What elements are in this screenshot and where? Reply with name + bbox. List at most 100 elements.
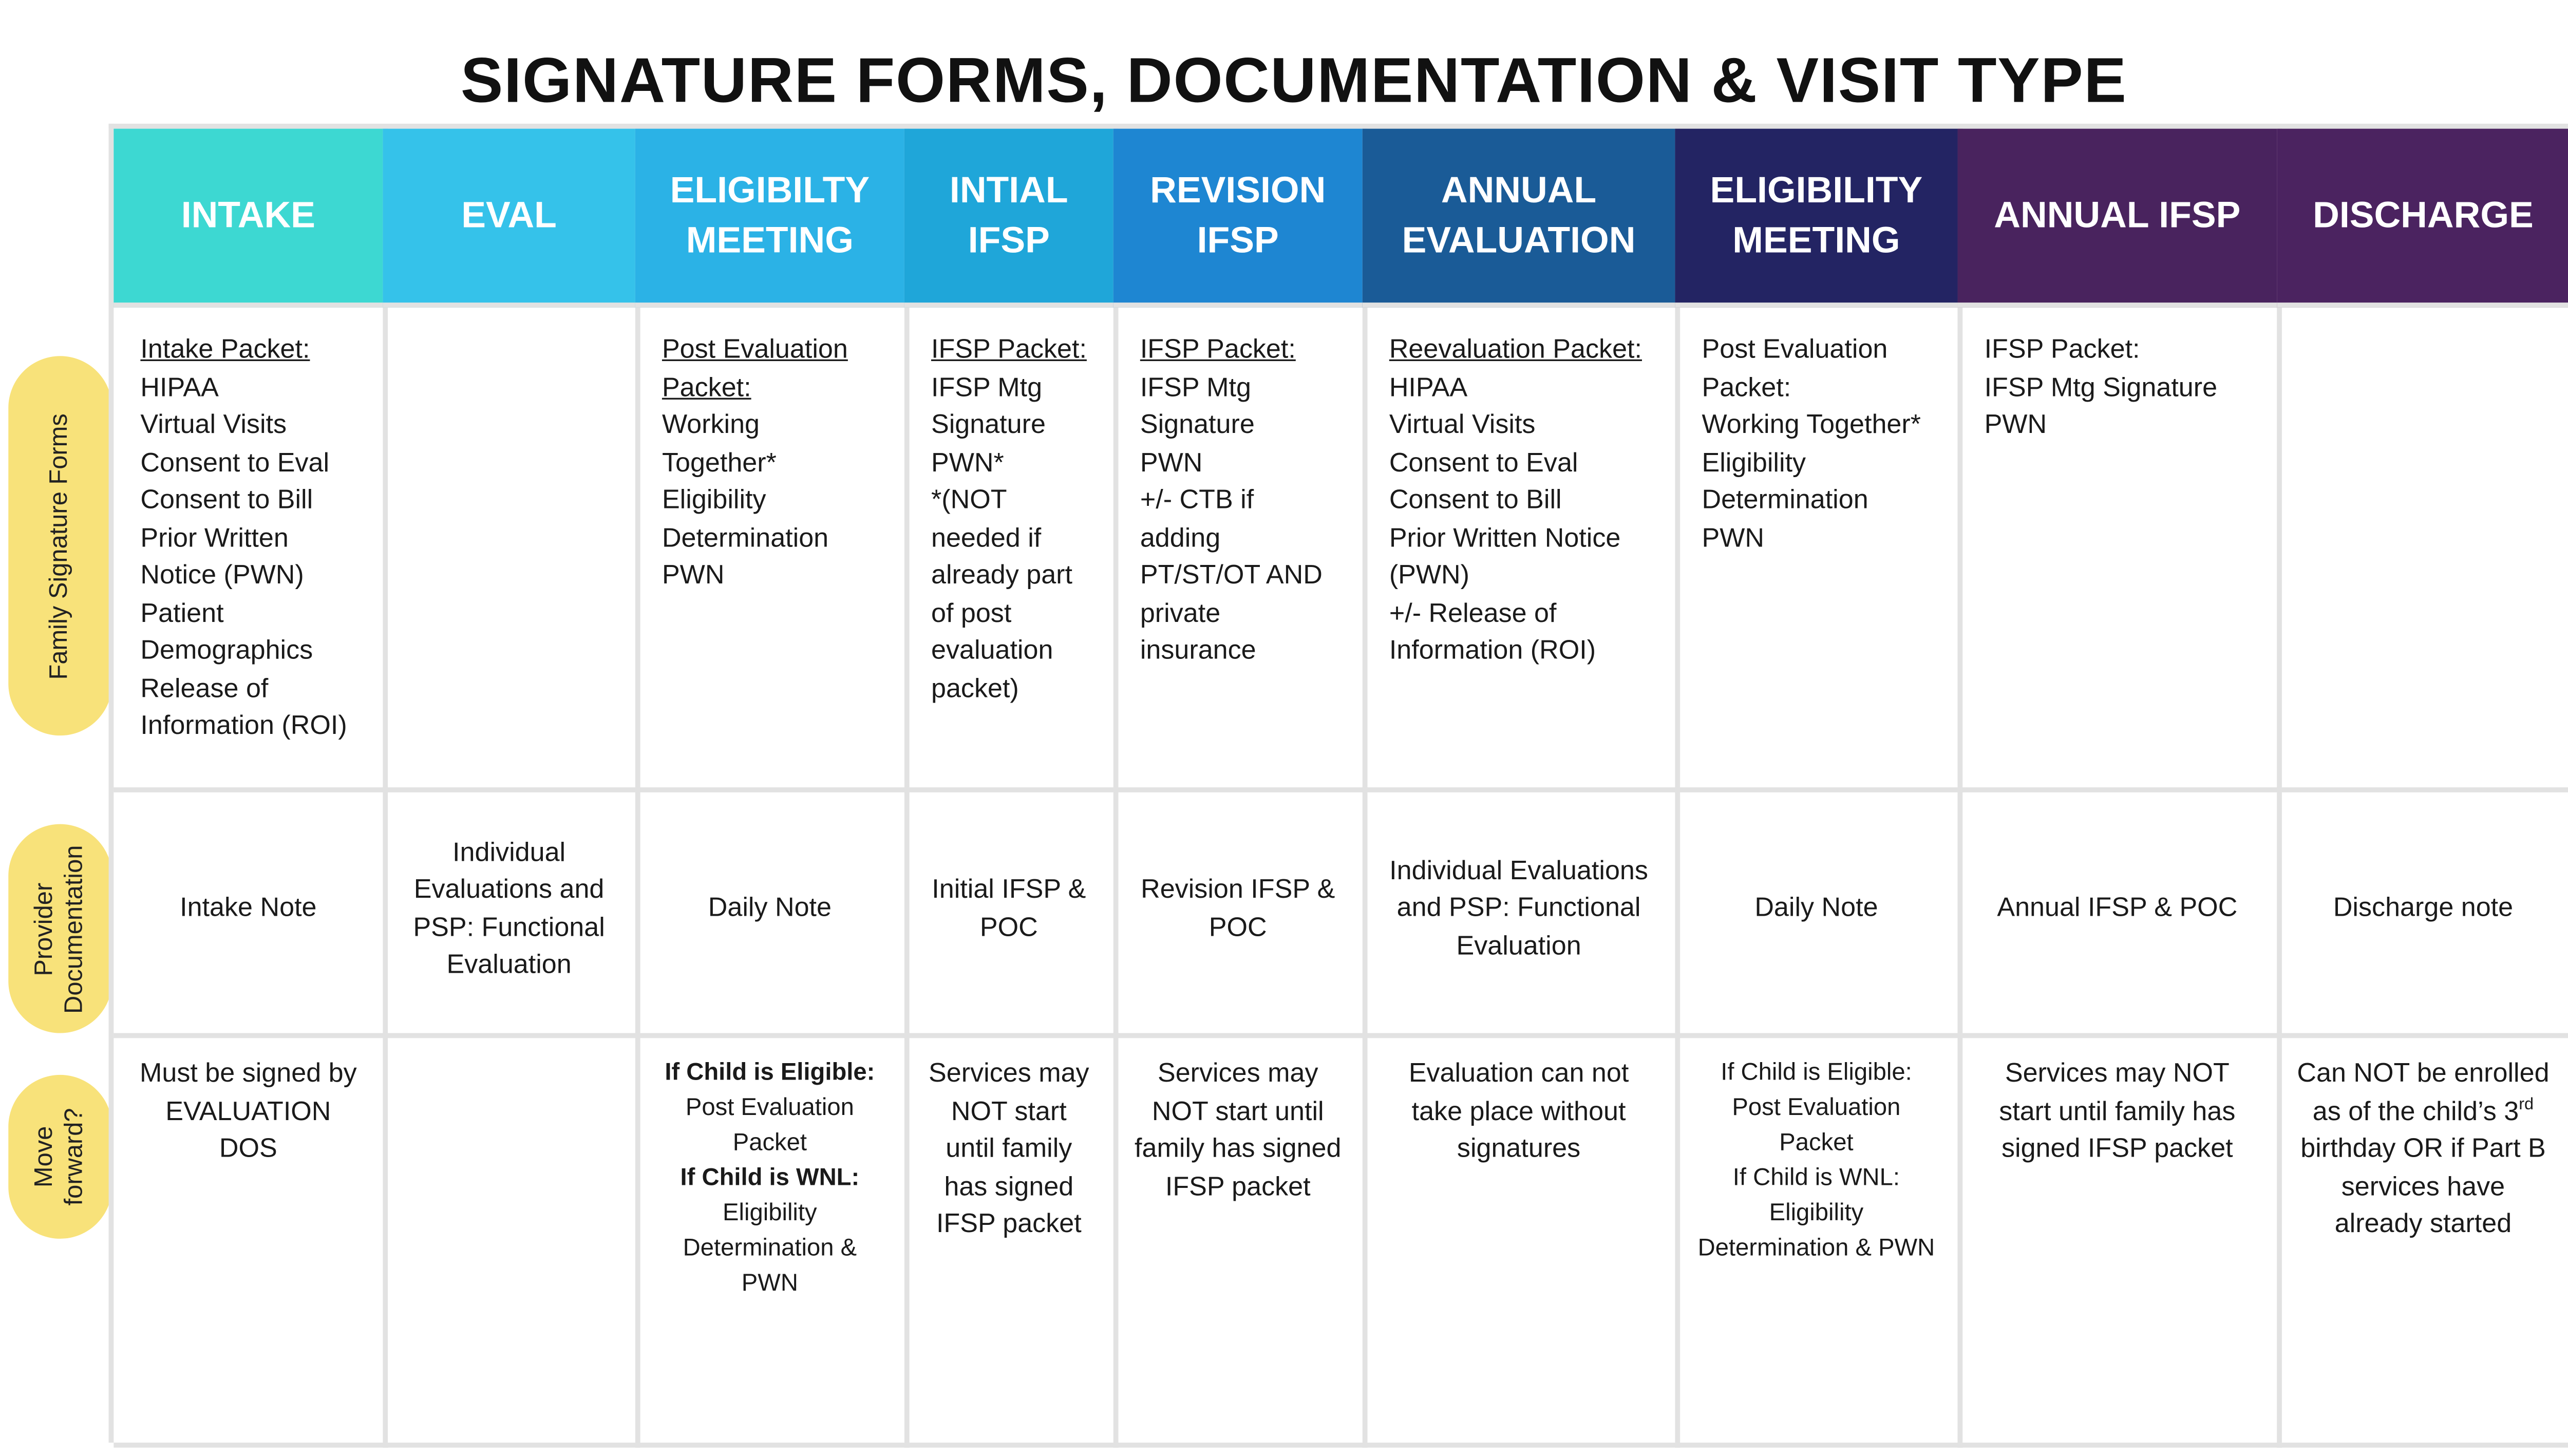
- cell-content: Services may NOT start until family has …: [924, 1056, 1093, 1244]
- table-cell: Post Evaluation Packet: Working Together*…: [1675, 302, 1963, 792]
- packet-heading: Post Evaluation Packet:: [662, 336, 848, 402]
- cell-line: Revision IFSP & POC: [1141, 876, 1335, 942]
- table-cell: If Child is Eligible: Post Evaluation Pac…: [1675, 1033, 1963, 1448]
- cell-line: Intake Note: [180, 895, 317, 923]
- cell-content: Post Evaluation Packet: Working Together*…: [1702, 333, 1934, 558]
- header-text: INTIAL IFSP: [949, 168, 1068, 261]
- cell-content: Annual IFSP & POC: [1978, 892, 2257, 929]
- cell-content: Individual Evaluations and PSP: Function…: [403, 835, 615, 986]
- cell-line: HIPAA: [1389, 373, 1468, 402]
- cell-line: IFSP Mtg Signature: [1140, 373, 1255, 440]
- table-cell: Intake Note: [114, 787, 388, 1038]
- table-cell: IFSP Packet: IFSP Mtg Signature PWN: [1957, 302, 2282, 792]
- table-cell: Individual Evaluations and PSP: Function…: [1362, 787, 1680, 1038]
- cell-content: Daily Note: [655, 892, 884, 929]
- table-cell: Daily Note: [1675, 787, 1963, 1038]
- cell-line: Post Evaluation Packet: [1732, 1094, 1901, 1157]
- cell-line: If Child is WNL:: [1732, 1165, 1900, 1192]
- cell-line: Consent to Bill: [1389, 486, 1562, 515]
- row-label: Move forward?: [30, 1108, 89, 1206]
- table-frame: [108, 123, 2568, 1443]
- cell-text: rd: [2519, 1095, 2534, 1114]
- table-cell: Revision IFSP & POC: [1113, 787, 1368, 1038]
- column-header: EVAL: [383, 128, 640, 308]
- table-cell: Can NOT be enrolled as of the child’s 3r…: [2277, 1033, 2568, 1448]
- header-text: EVAL: [461, 194, 557, 236]
- cell-line: Services may NOT start until family has …: [1135, 1060, 1342, 1201]
- column-header: DISCHARGE: [2277, 128, 2568, 308]
- cell-content: Can NOT be enrolled as of the child’s 3r…: [2297, 1056, 2549, 1244]
- cell-content: IFSP Packet: IFSP Mtg Signature PWN: [1985, 333, 2254, 446]
- cell-content: Reevaluation Packet: HIPAA Virtual Visits C…: [1389, 333, 1652, 671]
- cell-line: Consent to Bill: [140, 486, 313, 515]
- header-text: ELIGIBILITY MEETING: [1710, 168, 1923, 261]
- cell-line: Daily Note: [708, 895, 832, 923]
- cell-line: Can NOT be enrolled as of the child’s 3r…: [2297, 1056, 2549, 1244]
- cell-line: Release of Information (ROI): [140, 674, 347, 741]
- header-text: DISCHARGE: [2313, 194, 2534, 236]
- row-label: Family Signature Forms: [45, 412, 74, 679]
- cell-line: Virtual Visits: [1389, 411, 1536, 440]
- table-cell: [383, 302, 640, 792]
- table-cell: If Child is Eligible: Post Evaluation Pac…: [635, 1033, 910, 1448]
- packet-heading: IFSP Packet:: [931, 336, 1087, 365]
- cell-line: PWN: [1702, 524, 1764, 553]
- cell-line: Patient Demographics: [140, 599, 313, 666]
- cell-content: If Child is Eligible: Post Evaluation Pac…: [655, 1056, 884, 1302]
- packet-heading: Intake Packet:: [140, 336, 310, 365]
- cell-line: +/- CTB if adding PT/ST/OT AND private i…: [1140, 486, 1323, 666]
- page-title: SIGNATURE FORMS, DOCUMENTATION & VISIT T…: [460, 47, 2127, 117]
- row-label-badge: Provider Documentation: [8, 824, 112, 1033]
- cell-content: Intake Note: [134, 892, 363, 929]
- cell-content: Evaluation can not take place without si…: [1383, 1056, 1655, 1169]
- cell-line: Eligibility Determination & PWN: [683, 1200, 857, 1297]
- cell-line: Working Together*: [662, 411, 777, 478]
- cell-content: Services may NOT start until family has …: [1978, 1056, 2257, 1169]
- cell-line: Eligibility Determination & PWN: [1697, 1200, 1935, 1262]
- column-header: ANNUAL IFSP: [1957, 128, 2282, 308]
- table-cell: Annual IFSP & POC: [1957, 787, 2282, 1038]
- table-cell: Daily Note: [635, 787, 910, 1038]
- cell-text: birthday OR if Part B services have alre…: [2300, 1135, 2546, 1239]
- column-header: ELIGIBILITY MEETING: [1675, 128, 1963, 308]
- cell-line: Services may NOT start until family has …: [1999, 1060, 2236, 1164]
- cell-content: Must be signed by EVALUATION DOS: [134, 1056, 363, 1169]
- cell-line: Prior Written Notice (PWN): [1389, 524, 1621, 590]
- cell-line: Annual IFSP & POC: [1997, 895, 2238, 923]
- cell-line: *(NOT needed if already part of post eva…: [931, 486, 1073, 703]
- cell-content: Post Evaluation Packet: Working Together*…: [662, 333, 881, 596]
- table-cell: Individual Evaluations and PSP: Function…: [383, 787, 640, 1038]
- header-text: INTAKE: [181, 194, 315, 236]
- table-cell: Services may NOT start until family has …: [1957, 1033, 2282, 1448]
- cell-content: Revision IFSP & POC: [1134, 873, 1343, 948]
- cell-line: +/- Release of Information (ROI): [1389, 599, 1596, 666]
- packet-heading: Reevaluation Packet:: [1389, 336, 1642, 365]
- cell-content: If Child is Eligible: Post Evaluation Pac…: [1695, 1056, 1937, 1267]
- cell-content: Daily Note: [1695, 892, 1937, 929]
- header-text: ANNUAL EVALUATION: [1402, 168, 1636, 261]
- table-cell: Post Evaluation Packet: Working Together*…: [635, 302, 910, 792]
- cell-line: Daily Note: [1754, 895, 1878, 923]
- column-header: REVISION IFSP: [1113, 128, 1368, 308]
- packet-heading: IFSP Packet:: [1140, 336, 1296, 365]
- cell-content: Intake Packet: HIPAA Virtual Visits Consent…: [140, 333, 359, 747]
- column-header: INTIAL IFSP: [904, 128, 1119, 308]
- table-cell: [2277, 302, 2568, 792]
- cell-line: Must be signed by EVALUATION DOS: [139, 1060, 357, 1164]
- cell-line: Post Evaluation Packet:: [1702, 336, 1888, 402]
- cell-line: IFSP Mtg Signature: [1984, 373, 2218, 402]
- cell-line: Discharge note: [2333, 895, 2514, 923]
- cell-line: Prior Written Notice (PWN): [140, 524, 304, 590]
- cell-line: Consent to Eval: [1389, 448, 1578, 478]
- cell-content: Discharge note: [2297, 892, 2549, 929]
- cell-line: Services may NOT start until family has …: [929, 1060, 1089, 1239]
- table-cell: [383, 1033, 640, 1448]
- column-header: ANNUAL EVALUATION: [1362, 128, 1680, 308]
- table-cell: Intake Packet: HIPAA Virtual Visits Consent…: [114, 302, 388, 792]
- cell-line: Initial IFSP & POC: [932, 876, 1086, 942]
- table-cell: Services may NOT start until family has …: [904, 1033, 1119, 1448]
- table-cell: Services may NOT start until family has …: [1113, 1033, 1368, 1448]
- cell-line: Eligibility Determination: [662, 486, 829, 553]
